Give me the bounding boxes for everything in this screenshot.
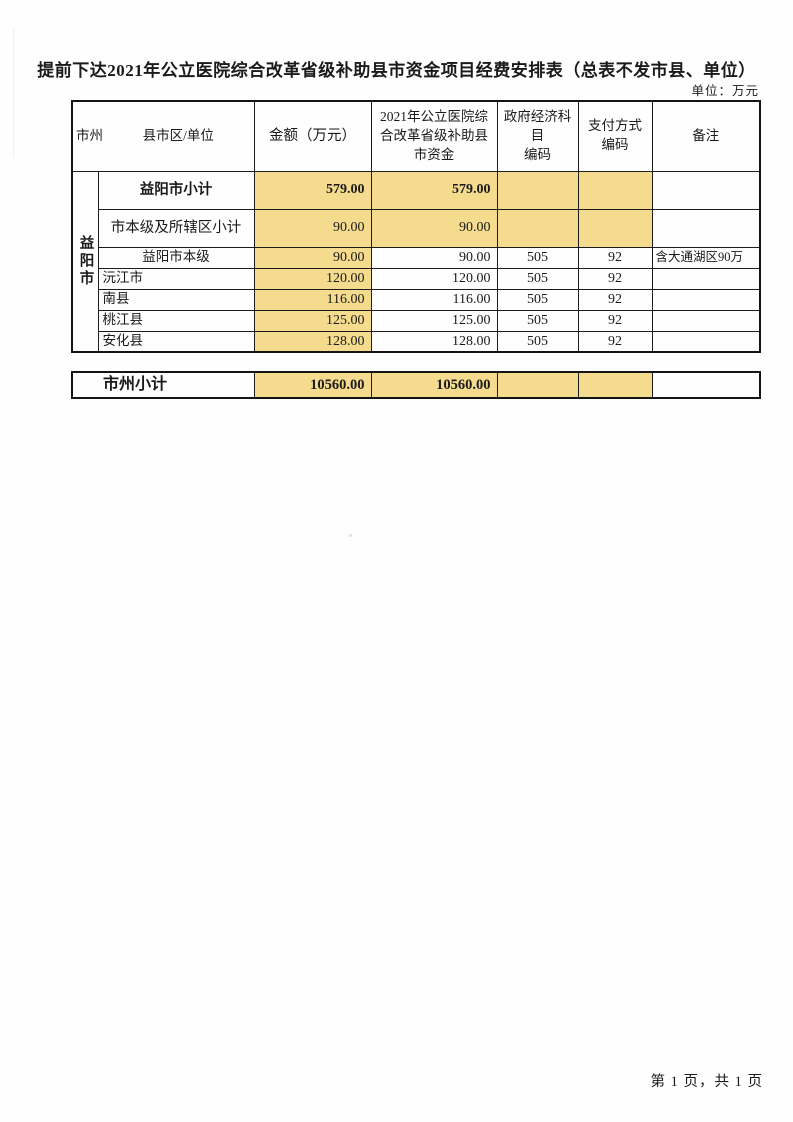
row-name: 桃江县 — [97, 309, 255, 332]
cell-econ-code — [496, 170, 579, 210]
cell-amount: 128.00 — [253, 330, 372, 353]
allocation-table: 市州 县市区/单位 金额（万元） 2021年公立医院综 合改革省级补助县 市资金… — [71, 100, 762, 354]
cell-pay-code — [577, 170, 653, 210]
cell-fund: 125.00 — [370, 309, 498, 332]
region-group-label: 益阳市 — [77, 235, 94, 288]
header-econ-code: 政府经济科 目 编码 — [496, 100, 579, 172]
summary-econ-code — [496, 371, 579, 399]
row-name: 市本级及所辖区小计 — [97, 208, 255, 248]
cell-remark — [651, 267, 761, 290]
cell-fund: 579.00 — [370, 170, 498, 210]
cell-pay-code: 92 — [577, 288, 653, 311]
cell-fund: 90.00 — [370, 246, 498, 269]
summary-pay-code — [577, 371, 653, 399]
cell-amount: 90.00 — [253, 208, 372, 248]
table-row: 南县 116.00 116.00 505 92 — [72, 288, 761, 311]
row-name: 安化县 — [97, 330, 255, 353]
cell-pay-code: 92 — [577, 246, 653, 269]
summary-fund: 10560.00 — [370, 371, 498, 399]
cell-econ-code: 505 — [496, 309, 579, 332]
cell-fund: 120.00 — [370, 267, 498, 290]
cell-econ-code: 505 — [496, 330, 579, 353]
row-name: 南县 — [97, 288, 255, 311]
cell-remark — [651, 208, 761, 248]
header-amount: 金额（万元） — [253, 100, 372, 172]
summary-amount: 10560.00 — [253, 371, 372, 399]
page-number: 第 1 页，共 1 页 — [650, 1074, 763, 1090]
cell-remark — [651, 170, 761, 210]
row-name: 益阳市本级 — [97, 246, 255, 269]
cell-pay-code: 92 — [577, 267, 653, 290]
cell-remark: 含大通湖区90万 — [651, 246, 761, 269]
cell-pay-code: 92 — [577, 330, 653, 353]
row-name: 益阳市小计 — [97, 170, 255, 210]
summary-label: 市州小计 — [71, 371, 255, 399]
unit-note: 单位：万元 — [691, 84, 759, 98]
cell-amount: 120.00 — [253, 267, 372, 290]
cell-econ-code: 505 — [496, 267, 579, 290]
cell-amount: 579.00 — [253, 170, 372, 210]
header-region-county: 市州 县市区/单位 — [71, 100, 255, 172]
cell-econ-code: 505 — [496, 246, 579, 269]
summary-remark — [651, 371, 761, 399]
cell-amount: 116.00 — [253, 288, 372, 311]
header-remark: 备注 — [651, 100, 761, 172]
table-row: 桃江县 125.00 125.00 505 92 — [72, 309, 761, 332]
scan-artifact-speck — [349, 534, 352, 537]
table-row: 沅江市 120.00 120.00 505 92 — [72, 267, 761, 290]
row-name: 沅江市 — [97, 267, 255, 290]
table-row: 安化县 128.00 128.00 505 92 — [72, 330, 761, 353]
header-county: 县市区/单位 — [142, 127, 214, 143]
cell-econ-code — [496, 208, 579, 248]
cell-amount: 125.00 — [253, 309, 372, 332]
cell-pay-code: 92 — [577, 309, 653, 332]
table-row: 益阳市本级 90.00 90.00 505 92 含大通湖区90万 — [72, 246, 761, 269]
cell-remark — [651, 330, 761, 353]
cell-fund: 128.00 — [370, 330, 498, 353]
summary-table: 市州小计 10560.00 10560.00 — [71, 371, 761, 399]
cell-econ-code: 505 — [496, 288, 579, 311]
table-row: 益阳市 益阳市小计 579.00 579.00 — [71, 170, 761, 353]
cell-fund: 90.00 — [370, 208, 498, 248]
cell-amount: 90.00 — [253, 246, 372, 269]
page-title: 提前下达2021年公立医院综合改革省级补助县市资金项目经费安排表（总表不发市县、… — [37, 61, 756, 80]
header-pay-code: 支付方式 编码 — [577, 100, 653, 172]
cell-fund: 116.00 — [370, 288, 498, 311]
cell-pay-code — [577, 208, 653, 248]
summary-row: 市州小计 10560.00 10560.00 — [71, 371, 761, 399]
header-region: 市州 — [76, 127, 103, 143]
region-group-cell: 益阳市 — [71, 170, 99, 353]
table-header: 市州 县市区/单位 金额（万元） 2021年公立医院综 合改革省级补助县 市资金… — [71, 100, 761, 172]
header-fund: 2021年公立医院综 合改革省级补助县 市资金 — [370, 100, 498, 172]
scan-artifact-line — [13, 28, 14, 158]
cell-remark — [651, 309, 761, 332]
cell-remark — [651, 288, 761, 311]
table-row: 市本级及所辖区小计 90.00 90.00 — [72, 208, 761, 248]
